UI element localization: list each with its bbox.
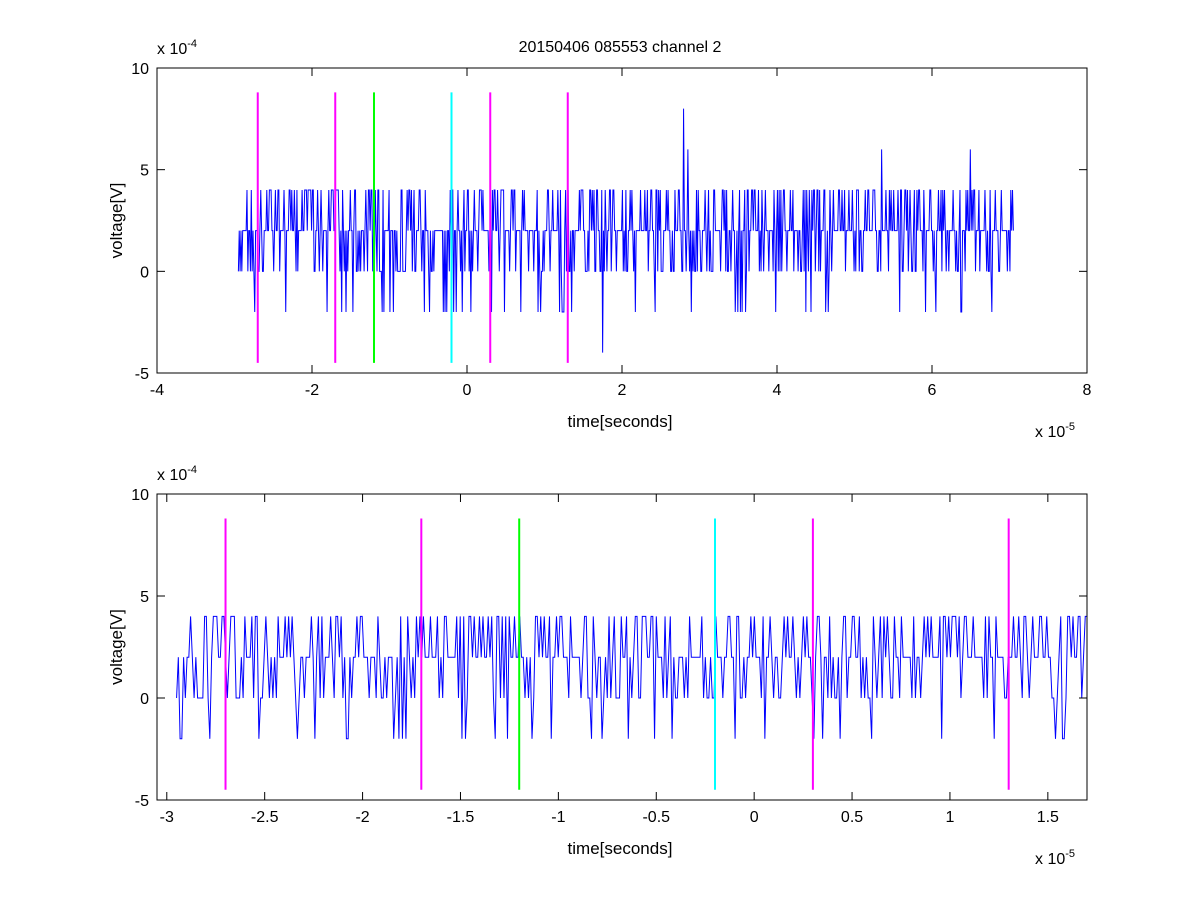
x-tick-label: -3 bbox=[160, 809, 174, 826]
x-tick-label: 2 bbox=[618, 382, 627, 399]
figure-title: 20150406 085553 channel 2 bbox=[519, 39, 722, 56]
y-tick-label: 0 bbox=[140, 691, 149, 708]
x-tick-label: -2 bbox=[305, 382, 319, 399]
x-tick-label: 1 bbox=[945, 809, 954, 826]
x-tick-label: -0.5 bbox=[642, 809, 670, 826]
y-tick-label: 10 bbox=[131, 61, 149, 78]
bottom-plot: -3 -2.5 -2 -1.5 -1 -0.5 0 0.5 1 1.5 -5 0 5 10 time[sec… bbox=[107, 464, 1088, 868]
x-exponent-label: x 10-5 bbox=[1035, 421, 1075, 441]
x-tick-label: 8 bbox=[1083, 382, 1092, 399]
top-plot: -4 -2 0 2 4 6 8 -5 0 5 10 time[seconds] voltage[V] x … bbox=[107, 38, 1092, 441]
x-tick-label: 6 bbox=[928, 382, 937, 399]
x-exponent-label: x 10-5 bbox=[1035, 848, 1075, 868]
y-tick-label: 10 bbox=[131, 487, 149, 504]
x-axis-label: time[seconds] bbox=[568, 839, 673, 858]
y-exponent-label: x 10-4 bbox=[157, 464, 197, 484]
x-tick-label: -1.5 bbox=[447, 809, 475, 826]
x-tick-label: 0.5 bbox=[841, 809, 863, 826]
x-tick-label: -4 bbox=[150, 382, 164, 399]
x-tick-label: 0 bbox=[750, 809, 759, 826]
x-tick-label: -2 bbox=[355, 809, 369, 826]
y-axis-label: voltage[V] bbox=[107, 183, 126, 259]
y-tick-label: 0 bbox=[140, 264, 149, 281]
x-tick-label: 4 bbox=[773, 382, 782, 399]
y-exponent-label: x 10-4 bbox=[157, 38, 197, 58]
y-tick-label: -5 bbox=[135, 366, 149, 383]
x-axis-label: time[seconds] bbox=[568, 412, 673, 431]
signal-trace bbox=[237, 108, 1014, 353]
y-axis-label: voltage[V] bbox=[107, 609, 126, 685]
axes-box bbox=[156, 493, 1088, 801]
x-tick-label: -2.5 bbox=[251, 809, 279, 826]
y-tick-label: 5 bbox=[140, 163, 149, 180]
signal-trace bbox=[176, 615, 1087, 740]
x-tick-label: 1.5 bbox=[1037, 809, 1059, 826]
x-tick-label: -1 bbox=[551, 809, 565, 826]
y-tick-label: 5 bbox=[140, 589, 149, 606]
x-tick-label: 0 bbox=[463, 382, 472, 399]
y-tick-label: -5 bbox=[135, 793, 149, 810]
